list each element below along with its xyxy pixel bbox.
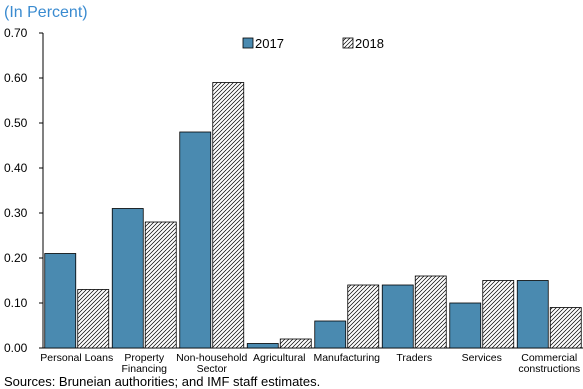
bar-2017-8: [516, 280, 549, 349]
chart-legend: 2017 2018: [242, 36, 384, 51]
bar-2018-2: [144, 221, 177, 349]
chart-subtitle: (In Percent): [4, 4, 88, 21]
x-tick-label: Property Financing: [121, 352, 167, 375]
y-tick-label: 0.00: [4, 341, 28, 355]
x-tick-label: Traders: [396, 352, 432, 364]
x-tick-label: Services: [462, 352, 502, 364]
bar-2017-4: [246, 343, 279, 349]
legend-label-2017: 2017: [255, 36, 284, 51]
source-note: Sources: Bruneian authorities; and IMF s…: [4, 374, 321, 389]
x-tick-label: Non-household Sector: [176, 352, 247, 375]
bar-2017-1: [44, 253, 77, 349]
bar-2018-8: [549, 307, 582, 349]
chart-bars: [44, 82, 582, 349]
bar-2018-6: [414, 275, 447, 349]
legend-swatch-2018: [342, 37, 354, 49]
y-tick-label: 0.60: [4, 71, 28, 85]
x-tick-label: Commercial constructions: [518, 352, 580, 375]
y-tick-label: 0.20: [4, 251, 28, 265]
bar-2017-6: [381, 284, 414, 349]
bar-2017-7: [449, 302, 482, 349]
y-tick-label: 0.40: [4, 161, 28, 175]
legend-label-2018: 2018: [355, 36, 384, 51]
bar-2018-5: [347, 284, 380, 349]
y-tick-label: 0.30: [4, 206, 28, 220]
bar-2018-7: [482, 280, 515, 349]
chart-labels: 0.00 0.10 0.20 0.30 0.40 0.50 0.60 0.70 Personal…: [4, 26, 580, 375]
legend-swatch-2017: [242, 37, 254, 49]
bar-2017-2: [111, 208, 144, 349]
bar-2018-3: [212, 82, 245, 349]
x-tick-label: Manufacturing: [313, 352, 380, 364]
y-tick-label: 0.10: [4, 296, 28, 310]
y-tick-label: 0.70: [4, 26, 28, 40]
bar-2017-5: [314, 320, 347, 349]
x-tick-label: Agricultural: [253, 352, 306, 364]
x-tick-label: Personal Loans: [40, 352, 113, 364]
bar-2018-1: [77, 289, 110, 349]
bar-2017-3: [179, 131, 212, 349]
y-tick-label: 0.50: [4, 116, 28, 130]
bar-2018-4: [279, 338, 312, 349]
